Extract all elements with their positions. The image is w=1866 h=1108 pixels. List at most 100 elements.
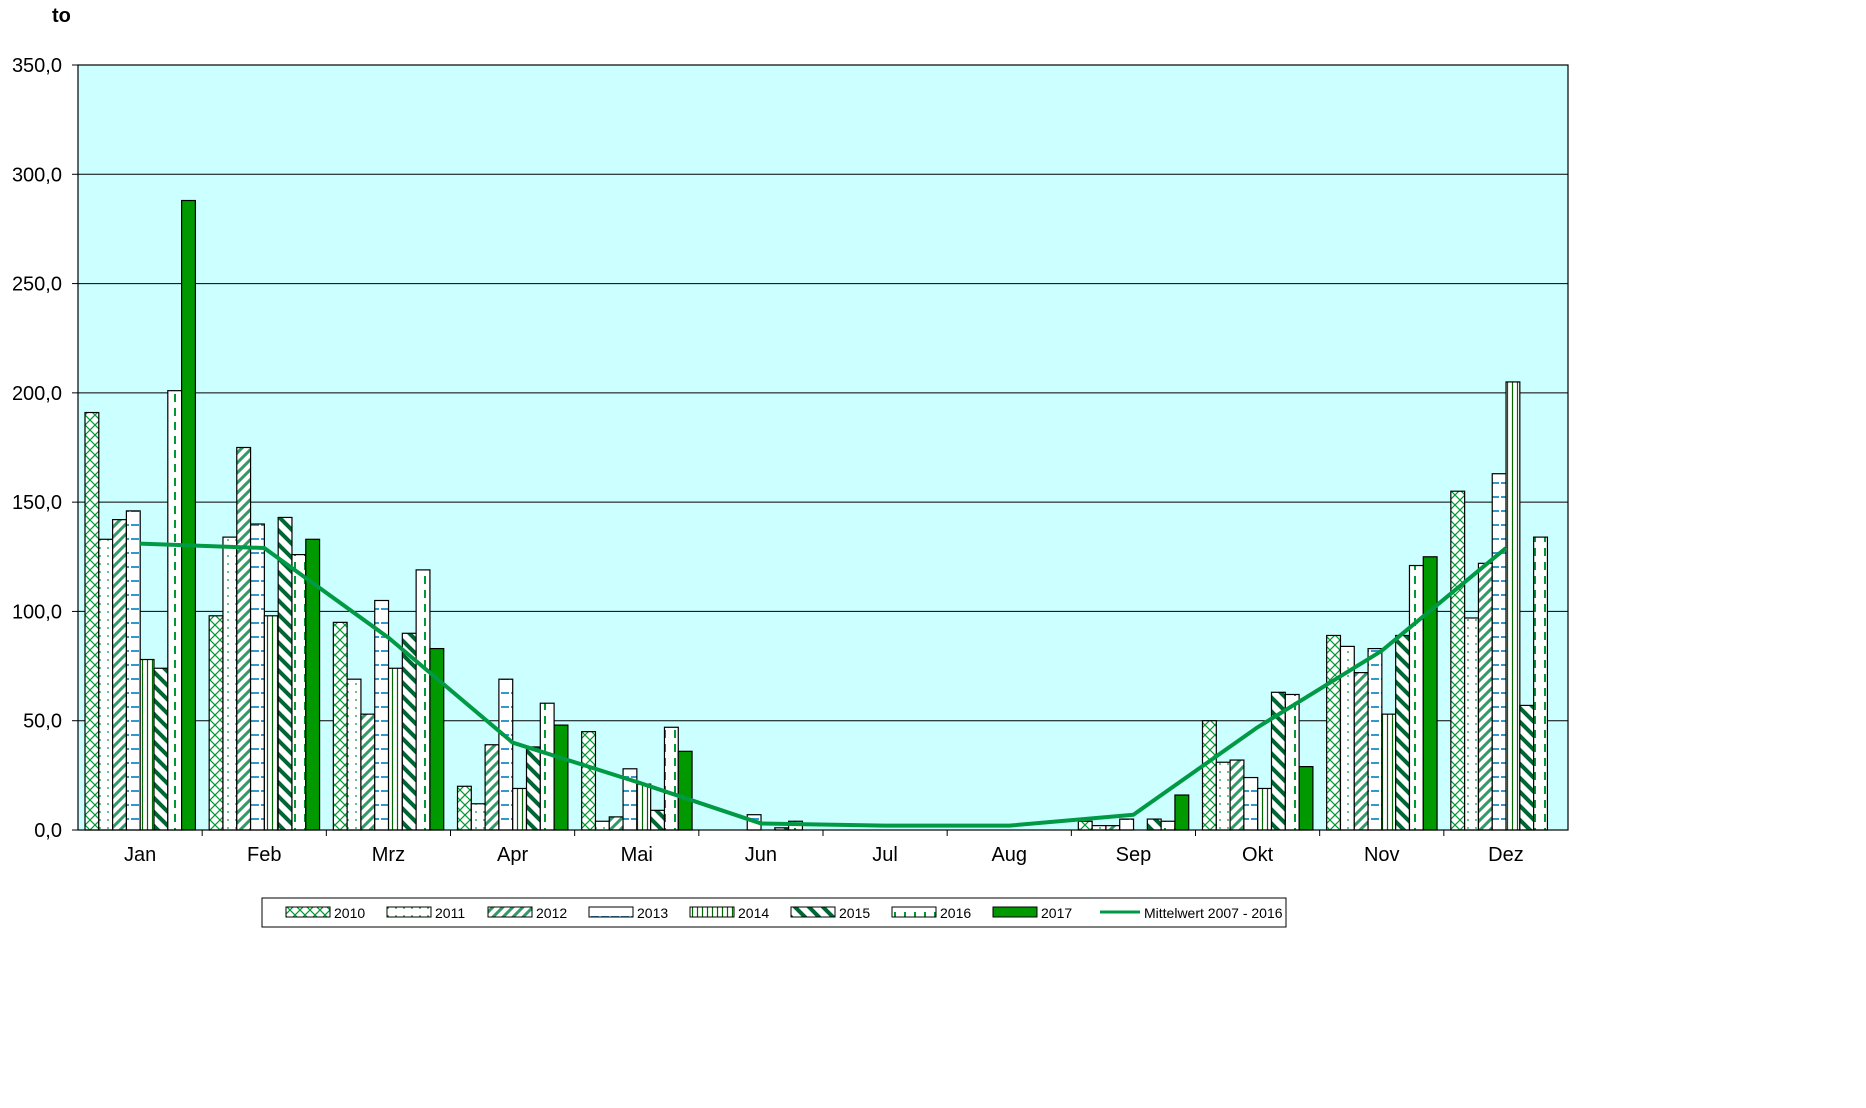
bar-2011-Feb <box>222 536 238 831</box>
legend-swatch-2010 <box>285 906 331 918</box>
bar-2014-Jan <box>139 658 155 831</box>
bar-2015-Nov <box>1395 634 1411 831</box>
bar-2016-Feb <box>291 553 307 831</box>
bars <box>84 199 1549 831</box>
legend: 2010 2011 2012 2013 2014 2015 2016 2017 Mittelwe… <box>261 897 1287 928</box>
bar-2014-Feb <box>263 615 279 831</box>
bar-2012-Jan <box>111 519 127 831</box>
y-tick-label: 0,0 <box>34 820 62 842</box>
y-axis-title: to <box>52 5 71 27</box>
y-tick-label: 300,0 <box>12 164 62 186</box>
x-tick-label: Sep <box>1116 844 1152 866</box>
x-tick-label: Jun <box>745 844 777 866</box>
legend-label: 2012 <box>536 905 567 921</box>
bar-2010-Nov <box>1326 634 1342 831</box>
bar-2012-Sep <box>1105 825 1121 831</box>
bar-2016-Sep <box>1160 820 1176 831</box>
bar-2017-Nov <box>1422 556 1438 831</box>
legend-label: 2015 <box>839 905 870 921</box>
bar-2011-Mai <box>594 820 610 831</box>
bar-2013-Apr <box>498 678 514 831</box>
bar-2012-Nov <box>1353 672 1369 831</box>
x-tick-label: Mai <box>621 844 653 866</box>
bar-2016-Jan <box>167 390 183 831</box>
bar-2010-Apr <box>456 785 472 831</box>
bar-2014-Okt <box>1257 787 1273 831</box>
legend-swatch-2017 <box>992 906 1038 918</box>
bar-2014-Apr <box>512 787 528 831</box>
x-tick-label: Okt <box>1242 844 1274 866</box>
legend-label: 2013 <box>637 905 668 921</box>
legend-swatch-2014 <box>689 906 735 918</box>
bar-2013-Feb <box>249 523 265 831</box>
bar-2016-Mai <box>663 726 679 831</box>
bar-2016-Apr <box>539 702 555 831</box>
legend-label: 2011 <box>435 905 465 921</box>
legend-swatch-2015 <box>790 906 836 918</box>
legend-swatch-2013 <box>588 906 634 918</box>
bar-2011-Apr <box>470 803 486 831</box>
bar-2010-Feb <box>208 615 224 831</box>
bar-2016-Dez <box>1533 536 1549 831</box>
bar-2017-Apr <box>553 724 569 831</box>
bar-2012-Apr <box>484 744 500 831</box>
x-tick-label: Mrz <box>372 844 405 866</box>
bar-2011-Dez <box>1464 617 1480 831</box>
bar-2012-Dez <box>1477 562 1493 831</box>
line-series-average <box>140 541 1508 828</box>
bar-2010-Mai <box>581 731 597 831</box>
legend-label: 2016 <box>940 905 971 921</box>
bar-2013-Jan <box>125 510 141 831</box>
bar-2013-Nov <box>1367 647 1383 831</box>
x-tick-label: Jul <box>872 844 898 866</box>
bar-2016-Mrz <box>415 569 431 831</box>
bar-2013-Dez <box>1491 473 1507 831</box>
bar-2013-Okt <box>1243 776 1259 831</box>
bar-2015-Dez <box>1519 704 1535 831</box>
legend-swatch-2016 <box>891 906 937 918</box>
bar-2011-Mrz <box>346 678 362 831</box>
y-tick-label: 50,0 <box>23 711 62 733</box>
y-tick-label: 100,0 <box>12 601 62 623</box>
bar-2016-Nov <box>1408 564 1424 831</box>
legend-swatch-2012 <box>487 906 533 918</box>
bar-2010-Okt <box>1201 720 1217 831</box>
bar-2011-Okt <box>1215 761 1231 831</box>
x-tick-label: Jan <box>124 844 156 866</box>
legend-label: 2017 <box>1041 905 1072 921</box>
x-tick-label: Aug <box>991 844 1027 866</box>
axes: 0,0 50,0 100,0 150,0 200,0 250,0 300,0 350,0 Jan… <box>12 55 1569 866</box>
y-tick-label: 150,0 <box>12 492 62 514</box>
bar-2013-Sep <box>1119 818 1135 831</box>
bar-2012-Mrz <box>360 713 376 831</box>
bar-2014-Dez <box>1505 381 1521 831</box>
bar-2015-Mrz <box>401 632 417 831</box>
x-tick-label: Apr <box>497 844 528 866</box>
x-tick-label: Dez <box>1488 844 1524 866</box>
bar-2012-Feb <box>236 446 252 831</box>
plot-area <box>78 65 1568 830</box>
bar-2014-Mrz <box>387 667 403 831</box>
x-tick-label: Feb <box>247 844 281 866</box>
bar-2015-Apr <box>525 746 541 831</box>
bar-2011-Sep <box>1091 825 1107 831</box>
bar-2017-Mai <box>677 750 693 831</box>
bar-2017-Sep <box>1174 794 1190 831</box>
bar-2012-Mai <box>608 816 624 831</box>
bar-2016-Okt <box>1284 693 1300 831</box>
x-tick-label: Nov <box>1364 844 1400 866</box>
bar-2017-Jan <box>181 199 197 831</box>
bar-2010-Mrz <box>332 621 348 831</box>
average-line <box>140 541 1508 828</box>
legend-label: 2014 <box>738 905 769 921</box>
bar-2011-Jan <box>98 538 114 831</box>
y-tick-label: 250,0 <box>12 274 62 296</box>
bar-2015-Mai <box>650 809 666 831</box>
bar-2015-Sep <box>1146 818 1162 831</box>
legend-label: Mittelwert 2007 - 2016 <box>1144 905 1283 921</box>
legend-label: 2010 <box>334 905 365 921</box>
bar-2010-Jan <box>84 411 100 831</box>
bar-2012-Okt <box>1229 759 1245 831</box>
